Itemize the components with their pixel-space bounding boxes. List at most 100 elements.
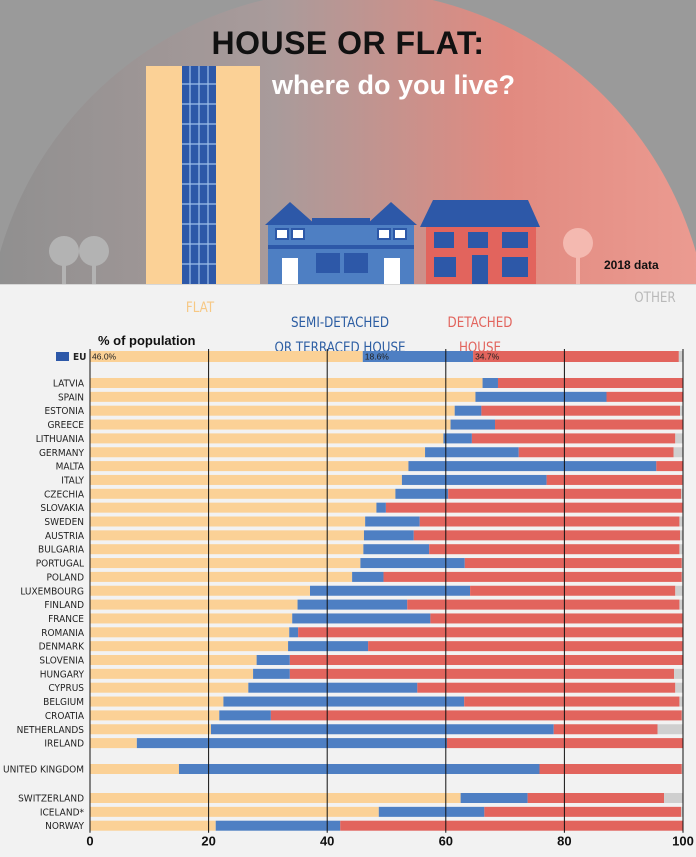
country-label: BELGIUM	[43, 697, 84, 708]
country-poland-flat-bar	[90, 571, 353, 582]
x-tick-label: 100	[672, 834, 694, 849]
country-slovenia-semi-bar	[256, 655, 290, 665]
country-malta-detached-bar	[656, 461, 683, 472]
country-luxembourg-detached-bar	[470, 585, 676, 596]
country-lithuania-detached-bar	[471, 433, 676, 444]
country-bulgaria-other-bar	[679, 544, 683, 555]
eu-other-bar	[678, 351, 683, 362]
country-label: POLAND	[46, 572, 84, 583]
country-hungary-detached-bar	[289, 668, 675, 679]
country-portugal-other-bar	[681, 558, 683, 569]
country-romania-semi-bar	[289, 627, 299, 638]
country-label: LATVIA	[53, 379, 85, 390]
country-united-kingdom-semi-bar	[178, 764, 540, 774]
country-croatia-other-bar	[681, 710, 683, 721]
legend-other-text: OTHER	[634, 290, 676, 306]
country-switzerland-detached-bar	[527, 793, 665, 803]
country-latvia-semi-bar	[482, 378, 498, 388]
country-slovakia-detached-bar	[385, 502, 683, 513]
country-austria-flat-bar	[90, 530, 364, 541]
country-malta-flat-bar	[90, 461, 409, 472]
country-sweden-flat-bar	[90, 516, 366, 527]
country-label: ICELAND*	[40, 807, 85, 818]
legend-label-other: OTHER	[621, 286, 689, 311]
country-ireland-flat-bar	[90, 738, 137, 749]
country-slovakia-flat-bar	[90, 502, 377, 513]
country-label: LITHUANIA	[36, 434, 85, 445]
country-belgium-detached-bar	[464, 696, 680, 707]
country-belgium-other-bar	[679, 696, 683, 707]
divider	[0, 284, 696, 285]
country-ireland-semi-bar	[136, 738, 447, 749]
country-label: CZECHIA	[44, 489, 85, 500]
country-italy-detached-bar	[546, 474, 683, 485]
eu-detached-bar	[473, 351, 679, 362]
country-cyprus-flat-bar	[90, 682, 249, 693]
country-cyprus-semi-bar	[248, 682, 418, 693]
country-finland-detached-bar	[407, 599, 680, 610]
country-switzerland-semi-bar	[460, 793, 528, 803]
tree-icon	[563, 228, 593, 284]
country-label: DENMARK	[39, 642, 86, 653]
country-greece-semi-bar	[450, 419, 496, 430]
country-bulgaria-flat-bar	[90, 544, 364, 555]
country-lithuania-other-bar	[675, 433, 683, 444]
country-latvia-detached-bar	[497, 378, 683, 388]
country-switzerland-other-bar	[664, 793, 683, 803]
eu-value-label: 18.6%	[365, 352, 390, 362]
country-label: NORWAY	[45, 821, 84, 832]
country-croatia-detached-bar	[270, 710, 682, 721]
x-tick-label: 60	[439, 834, 453, 849]
country-spain-detached-bar	[606, 391, 683, 402]
x-tick-label: 40	[320, 834, 334, 849]
country-netherlands-detached-bar	[553, 724, 658, 735]
country-label: BULGARIA	[38, 545, 85, 556]
country-label: IRELAND	[44, 739, 84, 750]
country-portugal-flat-bar	[90, 558, 361, 569]
x-tick-label: 80	[557, 834, 571, 849]
country-label: ITALY	[61, 475, 84, 486]
country-austria-other-bar	[680, 530, 683, 541]
x-tick-label: 20	[201, 834, 215, 849]
country-label: GERMANY	[39, 448, 85, 459]
illustration-header: HOUSE OR FLAT: where do you live? 2018 d…	[0, 0, 696, 285]
country-label: LUXEMBOURG	[20, 586, 84, 597]
semi-detached-house-icon	[265, 202, 417, 284]
country-slovenia-detached-bar	[289, 655, 683, 665]
country-label: ESTONIA	[44, 406, 84, 417]
country-poland-detached-bar	[383, 571, 682, 582]
country-france-flat-bar	[90, 613, 293, 624]
country-belgium-semi-bar	[223, 696, 465, 707]
country-italy-semi-bar	[401, 474, 547, 485]
eu-flag-icon	[56, 352, 69, 361]
country-sweden-semi-bar	[365, 516, 420, 527]
country-netherlands-other-bar	[657, 724, 683, 735]
country-label: SLOVENIA	[39, 656, 84, 667]
country-label: SPAIN	[58, 392, 84, 403]
country-label: PORTUGAL	[36, 559, 84, 570]
country-lithuania-semi-bar	[443, 433, 472, 444]
country-label: SLOVAKIA	[40, 503, 84, 514]
legend-label-flat: FLAT	[158, 296, 243, 321]
country-germany-flat-bar	[90, 447, 426, 458]
country-iceland--other-bar	[681, 806, 683, 817]
country-netherlands-semi-bar	[210, 724, 554, 735]
country-bulgaria-semi-bar	[363, 544, 430, 555]
tree-icon	[49, 236, 109, 284]
country-label: CYPRUS	[48, 683, 84, 694]
country-hungary-flat-bar	[90, 668, 254, 679]
country-norway-detached-bar	[340, 820, 683, 831]
country-czechia-semi-bar	[395, 488, 449, 499]
country-greece-detached-bar	[495, 419, 683, 430]
country-finland-flat-bar	[90, 599, 298, 610]
legend-flat-text: FLAT	[185, 300, 215, 316]
country-united-kingdom-other-bar	[681, 764, 683, 774]
country-austria-semi-bar	[363, 530, 414, 541]
country-estonia-other-bar	[680, 405, 683, 416]
country-label: FINLAND	[44, 600, 84, 611]
country-label: HUNGARY	[40, 669, 85, 680]
country-italy-flat-bar	[90, 474, 402, 485]
country-label: SWEDEN	[44, 517, 84, 528]
country-slovakia-semi-bar	[376, 502, 386, 513]
